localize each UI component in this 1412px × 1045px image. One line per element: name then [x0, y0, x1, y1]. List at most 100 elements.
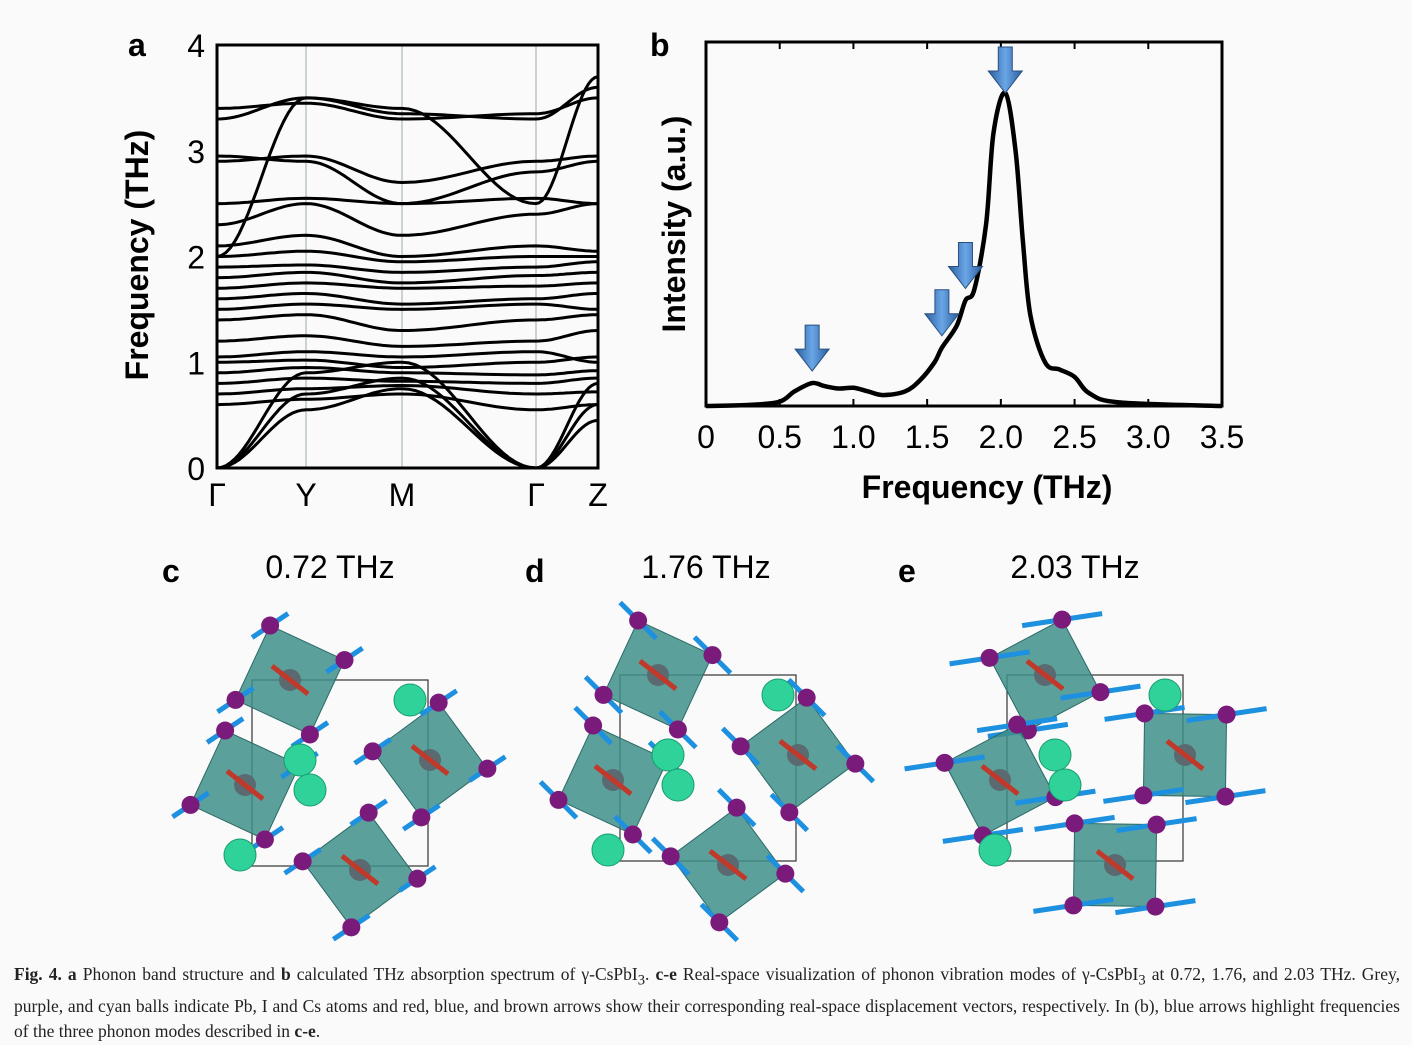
cs-atom [283, 743, 317, 777]
i-atom [594, 685, 613, 704]
cs-atom [293, 773, 327, 807]
pb-displacement-arrow [225, 769, 265, 801]
i-atom [1008, 715, 1027, 734]
i-atom [181, 795, 200, 814]
figure-caption: Fig. 4. a Phonon band structure and b ca… [14, 962, 1400, 1044]
thz-spectrum-plot: 0 0.5 1.0 1.5 2.0 2.5 3.0 3.5 [697, 40, 1244, 455]
panel-c-title: 0.72 THz [265, 549, 394, 585]
y-tick-label: 1 [187, 345, 205, 381]
i-atom [727, 798, 746, 817]
phonon-band [217, 96, 599, 121]
cs-atom [761, 678, 795, 712]
cs-atom [978, 833, 1012, 867]
cs-atom [591, 833, 625, 867]
kpoint-label: Γ [208, 477, 226, 513]
phonon-band [217, 329, 599, 348]
caption-subscript: 3 [637, 972, 646, 989]
i-atom [478, 759, 497, 778]
i-atom [776, 864, 795, 883]
i-atom [412, 808, 431, 827]
caption-text: . [315, 1020, 321, 1041]
caption-c-e: c-e [655, 964, 677, 984]
caption-text: Phonon band structure and [76, 964, 281, 984]
y-tick-label: 4 [187, 28, 205, 64]
phonon-band [217, 154, 599, 185]
panel-e-title: 2.03 THz [1010, 549, 1139, 585]
i-atom [342, 918, 361, 937]
i-atom [703, 646, 722, 665]
i-atom [1064, 896, 1083, 915]
pb-displacement-arrow [638, 659, 678, 691]
i-atom [731, 737, 750, 756]
frequency-marker-arrow [947, 241, 984, 290]
panel-d-title: 1.76 THz [641, 549, 770, 585]
phonon-band [216, 376, 599, 470]
frequency-marker-arrow [987, 46, 1024, 94]
phonon-band [217, 260, 598, 274]
y-tick-label: 2 [187, 240, 205, 276]
cs-atom [223, 838, 257, 872]
i-atom [846, 754, 865, 773]
kpoint-label: Y [295, 477, 316, 513]
spectrum-line [705, 90, 1223, 409]
panel-b-ylabel: Intensity (a.u.) [656, 116, 692, 333]
plot-frame [215, 43, 600, 470]
i-atom [629, 611, 648, 630]
x-tick-label: 0.5 [757, 419, 801, 455]
caption-fig-label: Fig. 4. [14, 964, 62, 984]
phonon-band [216, 384, 598, 396]
i-atom [980, 648, 999, 667]
phonon-mode-e-structure [904, 610, 1267, 916]
i-atom [710, 913, 729, 932]
cs-atom [1148, 678, 1182, 712]
i-atom [549, 790, 568, 809]
i-atom [335, 651, 354, 670]
cs-atom [393, 683, 427, 717]
caption-text: Real-space visualization of phonon vibra… [676, 964, 1139, 984]
pb-displacement-arrow [410, 744, 450, 776]
phonon-band [216, 202, 599, 237]
i-atom [623, 825, 642, 844]
i-atom [935, 753, 954, 772]
pb-displacement-arrow [270, 664, 310, 696]
phonon-band [216, 302, 599, 311]
x-tick-label: 1.5 [905, 419, 949, 455]
caption-text: calculated THz absorption spectrum of γ-… [290, 964, 638, 984]
i-atom [584, 716, 603, 735]
i-atom [226, 690, 245, 709]
cs-atom [1048, 768, 1082, 802]
i-atom [408, 869, 427, 888]
panel-c-label: c [162, 553, 180, 589]
caption-text: at 0.72, 1.76, and 2.03 THz. Grey, purpl… [14, 964, 1400, 1041]
pb-displacement-arrow [708, 849, 748, 881]
x-tick-label: 3.5 [1200, 419, 1244, 455]
panel-a-ylabel: Frequency (THz) [119, 130, 155, 381]
i-atom [1053, 610, 1072, 629]
band-structure-plot: 0 1 2 3 4 Γ Y M Γ Z [187, 28, 608, 513]
pb-displacement-arrow [340, 854, 380, 886]
caption-a: a [61, 964, 77, 984]
x-tick-label: 3.0 [1126, 419, 1170, 455]
caption-text: . [645, 964, 656, 984]
cs-atom [651, 738, 685, 772]
i-atom [1147, 815, 1166, 834]
phonon-mode-c-structure [171, 611, 507, 942]
panel-b-label: b [650, 27, 670, 63]
pb-displacement-arrow [1025, 659, 1065, 691]
phonon-band [217, 281, 599, 290]
pb-displacement-arrow [778, 739, 818, 771]
cs-atom [661, 768, 695, 802]
panel-b-xlabel: Frequency (THz) [862, 469, 1113, 505]
i-atom [780, 803, 799, 822]
frequency-marker-arrow [794, 324, 831, 372]
pb-displacement-arrow [980, 764, 1020, 796]
phonon-band [216, 313, 598, 332]
i-atom [261, 616, 280, 635]
y-tick-label: 0 [187, 451, 205, 487]
phonon-band [216, 154, 599, 206]
kpoint-label: Z [588, 477, 608, 513]
i-atom [661, 847, 680, 866]
pb-displacement-arrow [1095, 849, 1135, 881]
i-atom [429, 693, 448, 712]
phonon-band [217, 376, 598, 385]
